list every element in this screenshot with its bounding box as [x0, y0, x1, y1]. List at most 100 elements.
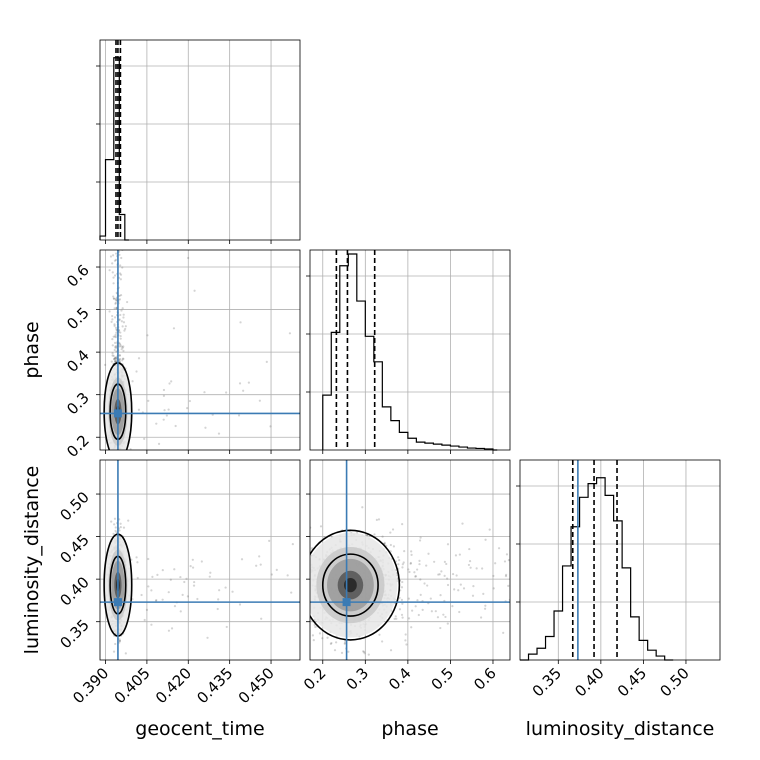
sample-point — [332, 385, 334, 387]
sample-point — [283, 584, 285, 586]
x-tick-label: 0.5 — [428, 664, 458, 694]
sample-point — [295, 546, 297, 548]
sample-point — [433, 560, 436, 563]
sample-point — [137, 408, 141, 411]
density-contour — [321, 553, 379, 617]
sample-point — [112, 457, 114, 459]
sample-point — [114, 360, 117, 363]
sample-point — [401, 580, 404, 584]
x-tick-label: 0.45 — [614, 664, 650, 700]
sample-point — [206, 636, 209, 639]
sample-point — [123, 329, 126, 332]
sample-point — [163, 409, 166, 412]
sample-point — [436, 616, 440, 619]
sample-point — [112, 297, 116, 300]
sample-point — [115, 252, 118, 255]
histogram-step — [322, 253, 498, 451]
histogram-step — [99, 57, 129, 241]
sample-point — [122, 313, 125, 316]
sample-point — [114, 333, 117, 336]
sample-point — [347, 650, 350, 653]
sample-point — [442, 613, 445, 616]
sample-point — [523, 549, 525, 551]
sample-point — [318, 632, 322, 635]
sample-point — [343, 642, 346, 645]
sample-point — [301, 586, 303, 588]
sample-point — [193, 580, 196, 584]
sample-point — [121, 307, 124, 310]
sample-point — [381, 535, 384, 538]
panel-geocent-time-vs-phase: 0.2 0.3 0.4 0.5 0.6 — [63, 164, 334, 461]
sample-point — [377, 518, 381, 521]
sample-point — [111, 262, 114, 265]
sample-point — [391, 528, 395, 531]
sample-point — [389, 543, 392, 547]
sample-point — [116, 457, 118, 459]
sample-point — [459, 583, 462, 586]
sample-point — [311, 634, 315, 637]
panel-frame — [309, 249, 511, 451]
sample-point — [136, 576, 139, 580]
sample-point — [467, 563, 471, 567]
sample-point — [140, 593, 143, 597]
sample-point — [114, 458, 116, 460]
sample-point — [110, 520, 113, 523]
sample-point — [438, 573, 441, 576]
sample-point — [242, 389, 245, 392]
sample-point — [398, 608, 402, 611]
y-tick-label: 0.3 — [63, 389, 93, 419]
y-tick-label: 0.45 — [56, 531, 92, 567]
sample-point — [413, 571, 416, 574]
sample-point — [121, 357, 125, 360]
x-tick-label: 0.390 — [69, 664, 112, 707]
sample-point — [191, 566, 195, 569]
sample-point — [118, 342, 121, 345]
sample-point — [153, 164, 155, 166]
sample-point — [306, 551, 308, 553]
sample-point — [404, 639, 407, 642]
sample-point — [525, 575, 527, 577]
sample-point — [112, 457, 114, 459]
sample-point — [118, 253, 121, 256]
sample-point — [110, 360, 113, 363]
sample-point — [106, 455, 108, 457]
sample-point — [179, 610, 182, 613]
sample-point — [193, 289, 196, 292]
y-tick-label: 0.2 — [63, 431, 93, 461]
y-tick-label: 0.6 — [63, 261, 93, 291]
sample-point — [389, 531, 392, 534]
x-tick-label: 0.435 — [193, 664, 236, 707]
sample-point — [118, 638, 121, 641]
sample-point — [362, 650, 365, 653]
sample-point — [291, 558, 293, 560]
sample-point — [231, 590, 234, 593]
sample-point — [269, 425, 272, 428]
sample-point — [288, 538, 290, 540]
sample-point — [414, 575, 418, 578]
sample-point — [497, 547, 501, 550]
sample-point — [114, 526, 117, 529]
sample-point — [453, 588, 456, 591]
sample-point — [468, 547, 471, 551]
sample-point — [124, 652, 127, 655]
sample-point — [113, 324, 116, 327]
sample-point — [118, 354, 121, 357]
scatter-layer — [100, 460, 300, 660]
x-tick-label: 0.6 — [470, 664, 500, 694]
sample-point — [307, 557, 309, 559]
sample-point — [117, 453, 119, 455]
sample-point — [224, 586, 227, 589]
sample-point — [439, 626, 442, 630]
sample-point — [521, 578, 523, 580]
panel-frame — [99, 459, 301, 661]
sample-point — [186, 595, 189, 598]
sample-point — [114, 346, 117, 349]
sample-point — [111, 352, 114, 355]
sample-point — [118, 457, 120, 459]
sample-point — [461, 522, 464, 525]
sample-point — [156, 573, 159, 576]
sample-point — [112, 235, 114, 237]
sample-point — [307, 574, 309, 576]
sample-point — [114, 341, 117, 344]
density-contour — [310, 529, 401, 641]
